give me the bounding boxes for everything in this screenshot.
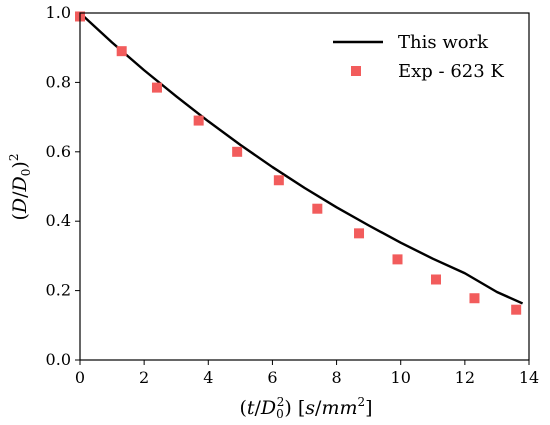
x-tick-label: 2 <box>139 368 149 387</box>
x-axis-label: (t/D02) [s/mm2] <box>239 395 372 421</box>
x-tick-label: 4 <box>203 368 213 387</box>
y-tick-label: 0.0 <box>46 350 71 369</box>
exp-data-point <box>430 274 441 285</box>
x-tick-label: 0 <box>75 368 85 387</box>
x-tick-label: 14 <box>519 368 539 387</box>
legend: This work Exp - 623 K <box>333 32 504 82</box>
exp-data-point <box>511 304 522 315</box>
y-axis: 0.0 0.2 0.4 0.6 0.8 1.0 <box>46 3 80 369</box>
x-tick-label: 10 <box>391 368 411 387</box>
legend-label-this-work: This work <box>398 32 489 53</box>
x-axis: 0 2 4 6 8 10 12 14 <box>75 360 539 387</box>
exp-data-point <box>193 115 204 126</box>
x-tick-label: 8 <box>331 368 341 387</box>
y-tick-label: 0.2 <box>46 281 71 300</box>
y-tick-label: 0.4 <box>46 211 71 230</box>
legend-marker-swatch <box>351 66 361 76</box>
series-layer <box>75 11 524 315</box>
x-tick-label: 12 <box>455 368 475 387</box>
exp-data-point <box>116 46 127 57</box>
plot-frame <box>79 12 530 361</box>
exp-data-point <box>392 254 403 265</box>
exp-data-point <box>354 228 365 239</box>
exp-data-point <box>469 293 480 304</box>
legend-label-exp: Exp - 623 K <box>398 61 504 82</box>
x-tick-label: 6 <box>267 368 277 387</box>
exp-data-point <box>273 175 284 186</box>
y-tick-label: 0.8 <box>46 72 71 91</box>
series-line-this-work <box>79 12 524 305</box>
exp-data-point <box>312 203 323 214</box>
y-tick-label: 0.6 <box>46 142 71 161</box>
exp-data-point <box>232 146 243 157</box>
y-tick-label: 1.0 <box>46 3 71 22</box>
exp-data-point <box>151 82 162 93</box>
y-axis-label: (D/D0)2 <box>7 154 33 221</box>
